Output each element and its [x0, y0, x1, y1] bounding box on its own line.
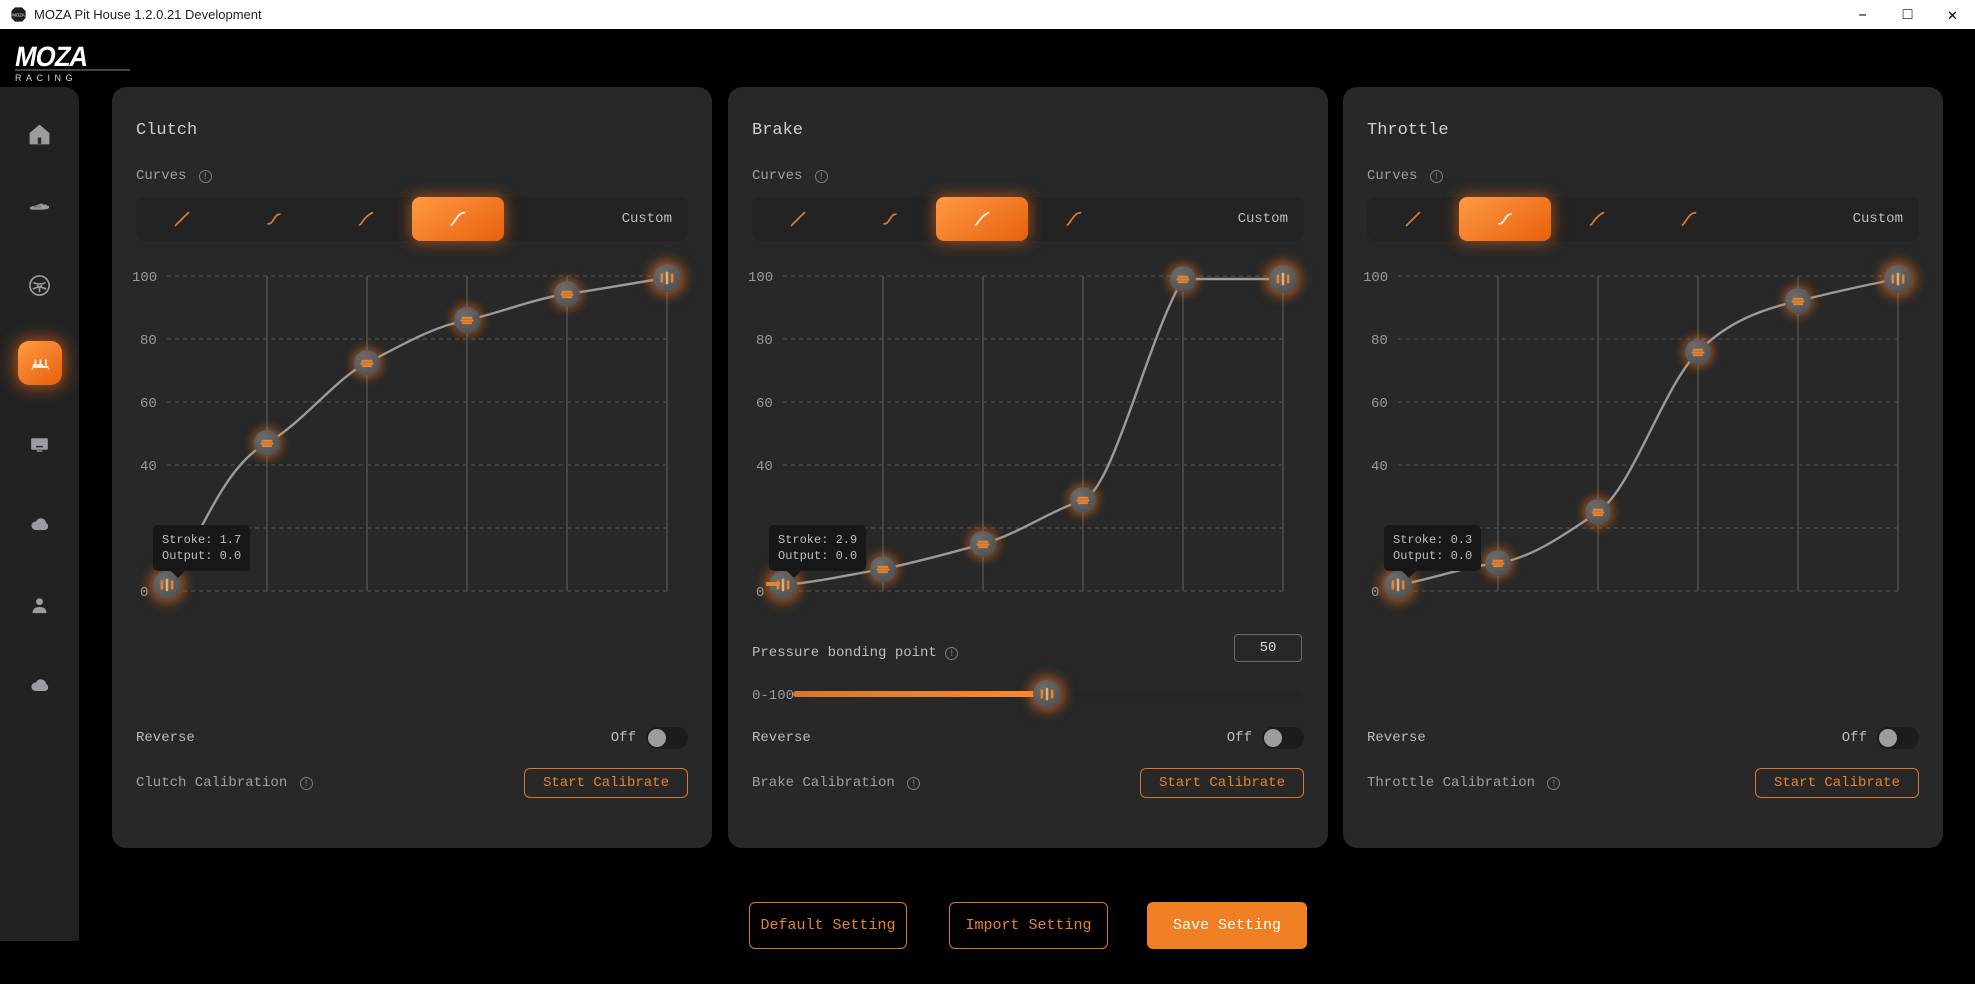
- svg-text:80: 80: [756, 333, 773, 349]
- svg-text:80: 80: [1371, 333, 1388, 349]
- svg-text:MOZA: MOZA: [12, 12, 24, 17]
- svg-text:MOZA: MOZA: [14, 40, 91, 72]
- svg-text:100: 100: [132, 270, 157, 286]
- svg-text:RACING: RACING: [15, 73, 77, 83]
- svg-text:0: 0: [140, 585, 148, 601]
- svg-text:60: 60: [140, 396, 157, 412]
- svg-text:100: 100: [748, 270, 773, 286]
- svg-text:MOZA: MOZA: [34, 204, 42, 208]
- svg-text:100: 100: [1363, 270, 1388, 286]
- svg-text:60: 60: [756, 396, 773, 412]
- svg-text:40: 40: [756, 459, 773, 475]
- svg-text:60: 60: [1371, 396, 1388, 412]
- svg-text:40: 40: [1371, 459, 1388, 475]
- svg-text:0: 0: [756, 585, 764, 601]
- svg-text:0: 0: [1371, 585, 1379, 601]
- svg-text:80: 80: [140, 333, 157, 349]
- svg-text:40: 40: [140, 459, 157, 475]
